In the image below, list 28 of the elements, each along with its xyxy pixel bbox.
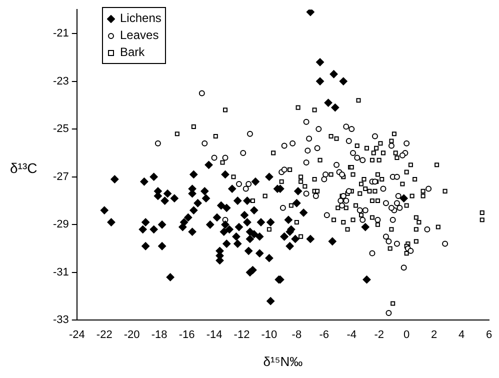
- x-tick-label: 0: [404, 328, 410, 341]
- legend-label: Bark: [120, 45, 145, 59]
- y-tick-label: -29: [52, 218, 69, 231]
- legend-label: Lichens: [120, 11, 162, 25]
- x-tick-label: -14: [206, 328, 222, 341]
- y-axis-title: δ¹³C: [10, 160, 38, 176]
- x-tick-label: -12: [234, 328, 250, 341]
- y-tick-label: -33: [52, 314, 69, 326]
- x-tick-label: -24: [68, 328, 85, 341]
- y-tick-label: -31: [52, 266, 69, 278]
- y-tick-label: -23: [52, 75, 69, 88]
- x-tick-label: -6: [319, 328, 330, 341]
- x-tick-label: 2: [430, 328, 438, 341]
- x-tick-label: -8: [292, 328, 302, 341]
- x-tick-label: 6: [486, 328, 492, 341]
- x-tick-label: -20: [124, 328, 140, 341]
- y-tick-label: -27: [52, 170, 69, 183]
- x-tick-label: -4: [346, 328, 357, 341]
- x-tick-label: -18: [151, 328, 168, 341]
- legend-label: Leaves: [120, 28, 159, 42]
- x-tick-label: -2: [374, 328, 384, 341]
- x-tick-label: 4: [458, 328, 465, 341]
- y-tick-label: -21: [52, 28, 69, 40]
- x-axis-title: δ¹⁵N‰: [263, 354, 303, 369]
- x-tick-label: -16: [178, 328, 195, 341]
- x-tick-label: -22: [96, 328, 112, 341]
- y-tick-label: -25: [52, 123, 69, 136]
- x-tick-label: -10: [261, 328, 278, 341]
